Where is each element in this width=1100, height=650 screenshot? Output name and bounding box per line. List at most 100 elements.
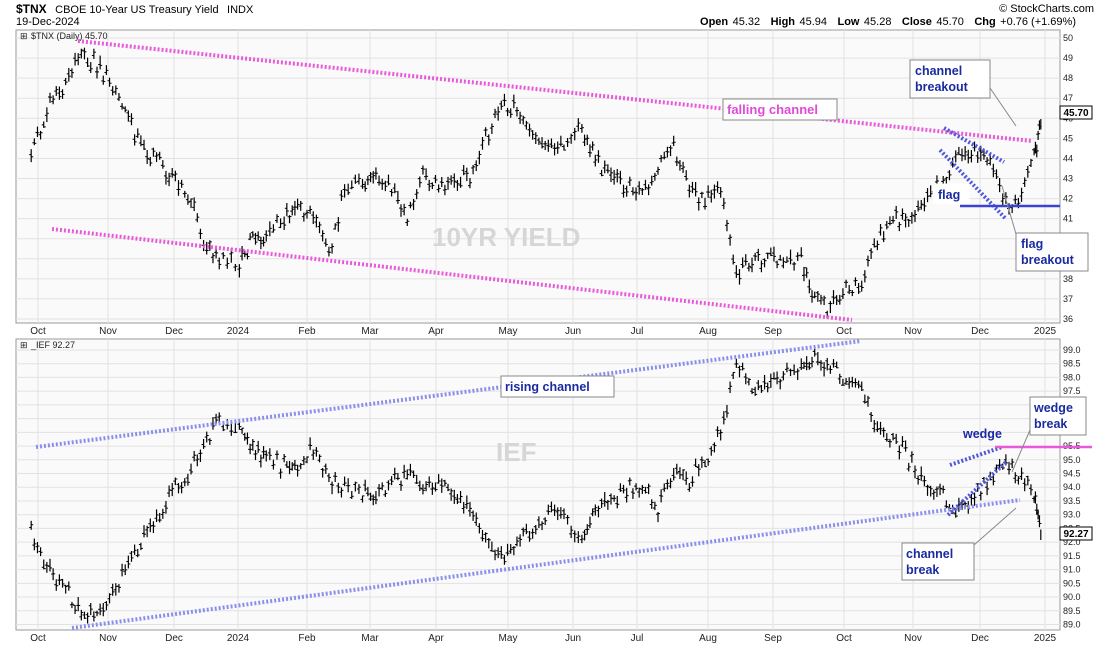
tnx-y-tick-label: 38 xyxy=(1063,274,1073,284)
tnx-y-tick-label: 47 xyxy=(1063,93,1073,103)
ief-y-tick-label: 94.5 xyxy=(1063,469,1081,479)
header-title: $TNX CBOE 10-Year US Treasury Yield INDX xyxy=(16,0,254,17)
tnx-y-axis: 504948474645444342414039383736 xyxy=(1063,33,1073,324)
ief-x-tick-label: Dec xyxy=(971,633,989,644)
wedge-label: wedge xyxy=(962,427,1002,441)
ief-x-tick-label: May xyxy=(499,633,518,644)
tnx-gridlines xyxy=(16,30,1060,323)
ief-legend: ⊞ _IEF 92.27 xyxy=(20,340,75,350)
open-label: Open xyxy=(700,16,728,28)
chg-value: +0.76 (+1.69%) xyxy=(1000,16,1076,28)
tnx-y-tick-label: 44 xyxy=(1063,153,1073,163)
tnx-price-bars xyxy=(29,47,1042,319)
tnx-panel: 504948474645444342414039383736 OctNovDec… xyxy=(15,29,1093,337)
flag-label: flag xyxy=(932,183,970,205)
tnx-y-tick-label: 45 xyxy=(1063,133,1073,143)
rising-channel-upper-line xyxy=(35,339,862,449)
ief-x-tick-label: Feb xyxy=(298,633,316,644)
tnx-last-value-tag: 45.70 xyxy=(1059,105,1093,120)
ief-y-axis: 99.098.598.097.597.096.596.095.595.094.5… xyxy=(1063,345,1081,630)
ief-x-tick-label: Dec xyxy=(165,633,183,644)
tnx-x-tick-label: Feb xyxy=(298,326,316,337)
ief-x-tick-label: Nov xyxy=(904,633,922,644)
ief-watermark: IEF xyxy=(496,437,536,467)
tnx-x-tick-label: 2025 xyxy=(1034,326,1057,337)
ief-x-tick-label: Sep xyxy=(764,633,782,644)
channel-break-text-2: break xyxy=(906,563,939,577)
header-exchange: INDX xyxy=(227,4,254,16)
flag-breakout-label: flag breakout xyxy=(1001,185,1089,272)
tnx-x-tick-label: Apr xyxy=(428,326,444,337)
tnx-x-axis: Oct Nov Dec 2024 Feb Mar Apr May Jun Jul Aug Sep Oct… xyxy=(30,326,1056,337)
ief-panel: 99.098.598.097.597.096.596.095.595.094.5… xyxy=(15,338,1093,644)
wedge-break-text-2: break xyxy=(1034,417,1067,431)
tnx-y-tick-label: 43 xyxy=(1063,174,1073,184)
ief-y-tick-label: 89.0 xyxy=(1063,620,1081,630)
tnx-watermark: 10YR YIELD xyxy=(432,222,580,252)
channel-breakout-text-1: channel xyxy=(915,64,962,78)
ief-legend-icon: ⊞ xyxy=(20,340,28,350)
close-value: 45.70 xyxy=(936,16,964,28)
tnx-x-tick-label: Aug xyxy=(699,326,717,337)
flag-breakout-text-1: flag xyxy=(1021,237,1043,251)
ief-last-value-tag: 92.27 xyxy=(1059,526,1093,541)
header-name: CBOE 10-Year US Treasury Yield xyxy=(55,4,218,16)
ief-x-tick-label: Aug xyxy=(699,633,717,644)
ief-y-tick-label: 98.0 xyxy=(1063,372,1081,382)
tnx-last-value: 45.70 xyxy=(1063,108,1088,119)
high-value: 45.94 xyxy=(799,16,827,28)
ief-y-tick-label: 91.5 xyxy=(1063,551,1081,561)
ief-last-value: 92.27 xyxy=(1063,529,1088,540)
ief-x-tick-label: 2024 xyxy=(227,633,250,644)
tnx-x-tick-label: Jul xyxy=(631,326,644,337)
flag-upper-line xyxy=(943,126,1005,164)
ief-y-tick-label: 94.0 xyxy=(1063,482,1081,492)
ief-x-tick-label: Oct xyxy=(836,633,852,644)
header-credit: © StockCharts.com xyxy=(999,3,1094,15)
wedge-break-label: wedge break xyxy=(1011,396,1087,473)
ief-y-tick-label: 95.0 xyxy=(1063,455,1081,465)
ief-x-tick-label: Jul xyxy=(631,633,644,644)
channel-breakout-text-2: breakout xyxy=(915,80,969,94)
ief-x-tick-label: Apr xyxy=(428,633,444,644)
ief-y-tick-label: 93.5 xyxy=(1063,496,1081,506)
tnx-y-tick-label: 42 xyxy=(1063,194,1073,204)
wedge-break-text-1: wedge xyxy=(1033,401,1073,415)
channel-breakout-label: channel breakout xyxy=(909,59,1017,127)
tnx-y-tick-label: 37 xyxy=(1063,294,1073,304)
ief-y-tick-label: 92.0 xyxy=(1063,537,1081,547)
tnx-legend: ⊞ $TNX (Daily) 45.70 xyxy=(20,31,108,41)
channel-break-text-1: channel xyxy=(906,547,953,561)
wedge-upper-line xyxy=(949,445,1003,467)
ief-y-tick-label: 90.5 xyxy=(1063,578,1081,588)
tnx-x-tick-label: Jun xyxy=(565,326,581,337)
chg-label: Chg xyxy=(974,16,995,28)
tnx-y-tick-label: 50 xyxy=(1063,33,1073,43)
ief-y-tick-label: 99.0 xyxy=(1063,345,1081,355)
tnx-y-tick-label: 49 xyxy=(1063,53,1073,63)
tnx-x-tick-label: Dec xyxy=(971,326,989,337)
ief-price-bars xyxy=(29,348,1042,624)
header-symbol: $TNX xyxy=(16,2,47,16)
open-value: 45.32 xyxy=(733,16,761,28)
tnx-x-tick-label: Nov xyxy=(99,326,117,337)
tnx-x-tick-label: Oct xyxy=(836,326,852,337)
ief-y-tick-label: 89.5 xyxy=(1063,606,1081,616)
tnx-y-tick-label: 36 xyxy=(1063,314,1073,324)
ief-y-tick-label: 91.0 xyxy=(1063,565,1081,575)
low-value: 45.28 xyxy=(864,16,892,28)
ief-x-tick-label: Nov xyxy=(99,633,117,644)
ief-y-tick-label: 97.5 xyxy=(1063,386,1081,396)
falling-channel-text: falling channel xyxy=(727,102,818,117)
header-date: 19-Dec-2024 xyxy=(16,16,80,28)
flag-text: flag xyxy=(938,188,960,202)
high-label: High xyxy=(771,16,796,28)
channel-break-label: channel break xyxy=(901,507,1017,581)
low-label: Low xyxy=(837,16,859,28)
tnx-legend-text: $TNX (Daily) 45.70 xyxy=(31,31,108,41)
rising-channel-lower-line xyxy=(71,498,1021,630)
chart-header: $TNX CBOE 10-Year US Treasury Yield INDX… xyxy=(16,0,1094,29)
header-ohlc: Open 45.32 High 45.94 Low 45.28 Close 45… xyxy=(700,12,1076,29)
tnx-x-tick-label: Mar xyxy=(361,326,379,337)
